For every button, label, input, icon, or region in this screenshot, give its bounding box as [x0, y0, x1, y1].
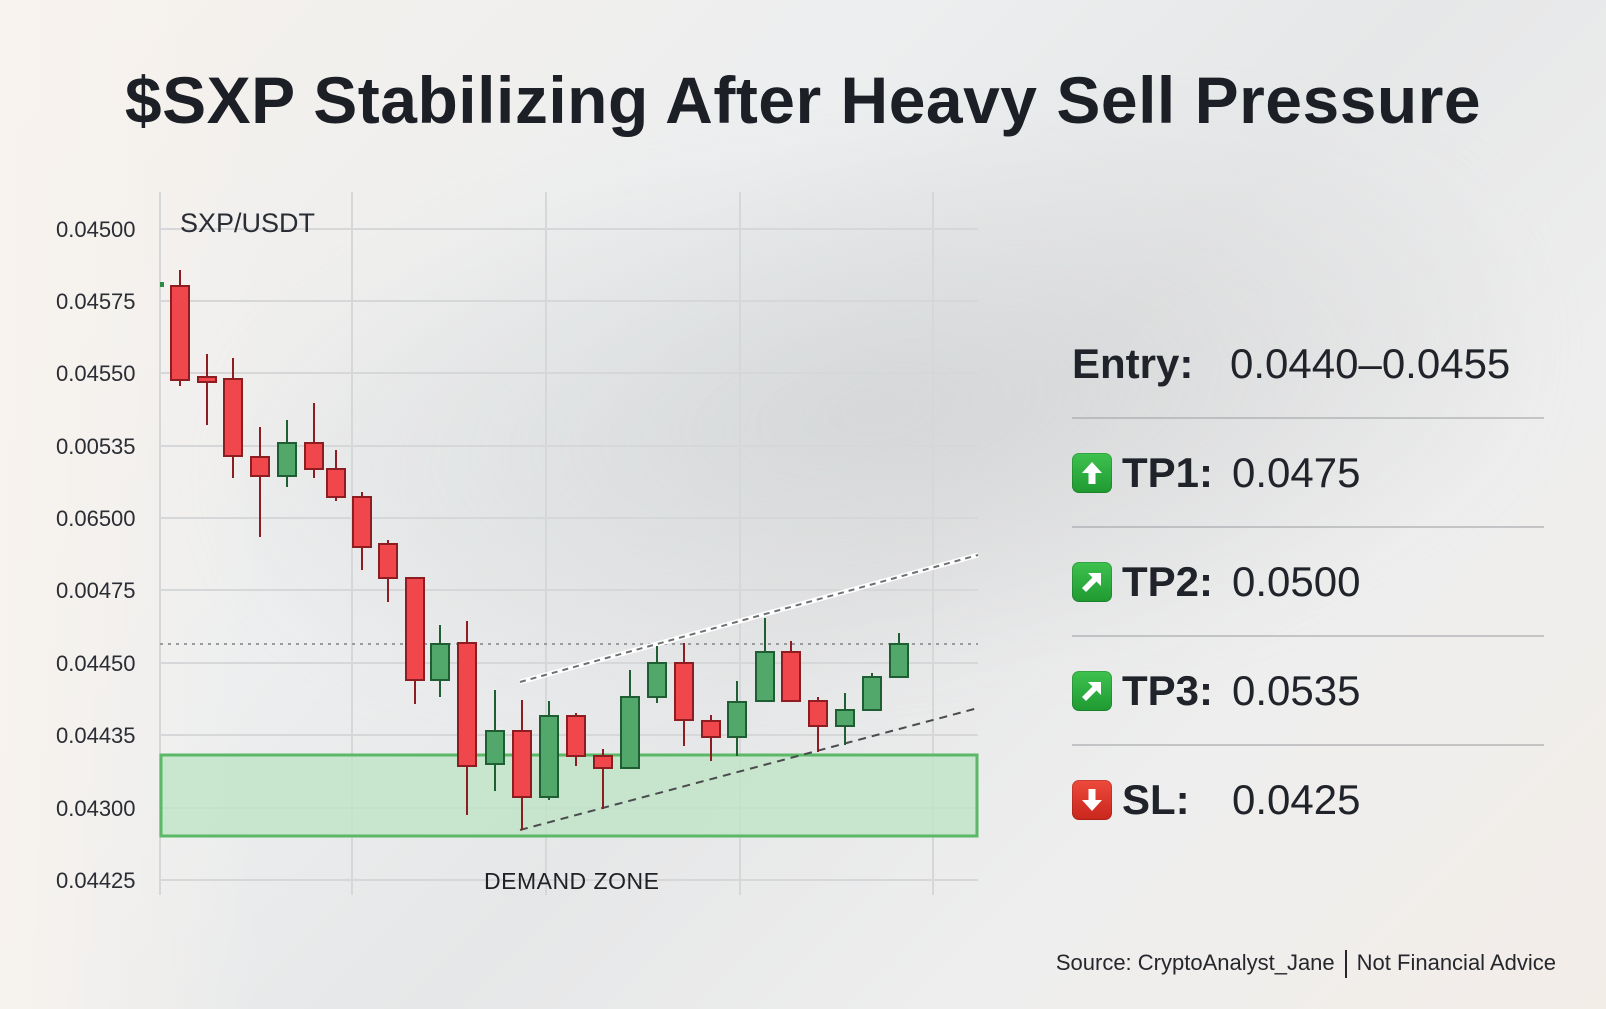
bear-candle — [512, 730, 532, 798]
lower-trendline — [519, 707, 979, 831]
bear-candle — [250, 456, 270, 477]
bull-candle — [430, 643, 450, 681]
tp3-value: 0.0535 — [1232, 666, 1361, 714]
bear-candle — [352, 496, 372, 548]
bear-candle — [304, 442, 324, 470]
down-arrow-icon — [1072, 779, 1112, 820]
y-tick-label: 0.00535 — [56, 434, 136, 459]
footer: Source: CryptoAnalyst_Jane Not Financial … — [1055, 950, 1556, 979]
y-tick-label: 0.04300 — [56, 796, 136, 821]
bull-candle — [755, 651, 775, 702]
upper-trendline — [519, 554, 979, 683]
entry-row: Entry: 0.0440–0.0455 — [1072, 310, 1544, 419]
y-tick-label: 0.04435 — [56, 723, 136, 748]
bull-candle — [539, 715, 559, 798]
bull-candle — [727, 701, 747, 738]
bull-candle — [620, 696, 640, 769]
bull-candle — [277, 442, 297, 477]
bear-candle — [326, 468, 346, 498]
background-glow — [0, 0, 260, 1009]
bull-candle — [835, 709, 855, 727]
bear-candle — [674, 662, 694, 721]
y-tick-label: 0.04500 — [56, 217, 136, 242]
sl-value: 0.0425 — [1232, 775, 1361, 823]
tp3-row: TP3: 0.0535 — [1072, 637, 1544, 746]
bear-candle — [170, 285, 190, 381]
bear-candle — [808, 700, 828, 727]
up-right-arrow-icon — [1072, 561, 1112, 602]
entry-value: 0.0440–0.0455 — [1230, 339, 1511, 387]
up-right-arrow-icon — [1072, 670, 1112, 711]
tp2-row: TP2: 0.0500 — [1072, 528, 1544, 637]
y-tick-label: 0.00475 — [56, 578, 136, 603]
demand-zone — [159, 753, 979, 838]
bear-candle — [405, 577, 425, 681]
disclaimer: Not Financial Advice — [1356, 950, 1556, 975]
bear-candle — [457, 642, 477, 767]
marker — [160, 282, 164, 287]
bull-candle — [862, 676, 882, 711]
up-arrow-icon — [1072, 452, 1112, 493]
bear-candle — [223, 378, 243, 457]
tp1-label: TP1: — [1122, 448, 1214, 496]
page-title: $SXP Stabilizing After Heavy Sell Pressu… — [124, 63, 1482, 137]
bear-candle — [197, 376, 217, 383]
divider — [1344, 950, 1347, 979]
tp1-value: 0.0475 — [1232, 448, 1361, 496]
y-tick-label: 0.04425 — [56, 868, 136, 893]
bull-candle — [647, 662, 667, 698]
demand-zone-label: DEMAND ZONE — [484, 868, 660, 894]
y-tick-label: 0.06500 — [56, 506, 136, 531]
bear-candle — [781, 651, 801, 702]
bear-candle — [701, 720, 721, 738]
y-tick-label: 0.04550 — [56, 361, 136, 386]
bear-candle — [378, 543, 398, 579]
y-tick-label: 0.04575 — [56, 289, 136, 314]
trade-setup-panel: Entry: 0.0440–0.0455 TP1: 0.0475 TP2: 0.… — [1072, 310, 1544, 853]
bull-candle — [485, 730, 505, 765]
entry-label: Entry: — [1072, 339, 1194, 387]
sl-label: SL: — [1122, 775, 1190, 823]
pair-label: SXP/USDT — [180, 208, 316, 238]
y-tick-label: 0.04450 — [56, 651, 136, 676]
bull-candle — [889, 643, 909, 678]
tp2-value: 0.0500 — [1232, 557, 1361, 605]
bear-candle — [593, 755, 613, 769]
source-credit: Source: CryptoAnalyst_Jane — [1055, 950, 1335, 975]
bear-candle — [566, 715, 586, 757]
sl-row: SL: 0.0425 — [1072, 746, 1544, 853]
tp1-row: TP1: 0.0475 — [1072, 419, 1544, 528]
tp3-label: TP3: — [1122, 666, 1214, 714]
tp2-label: TP2: — [1122, 557, 1214, 605]
